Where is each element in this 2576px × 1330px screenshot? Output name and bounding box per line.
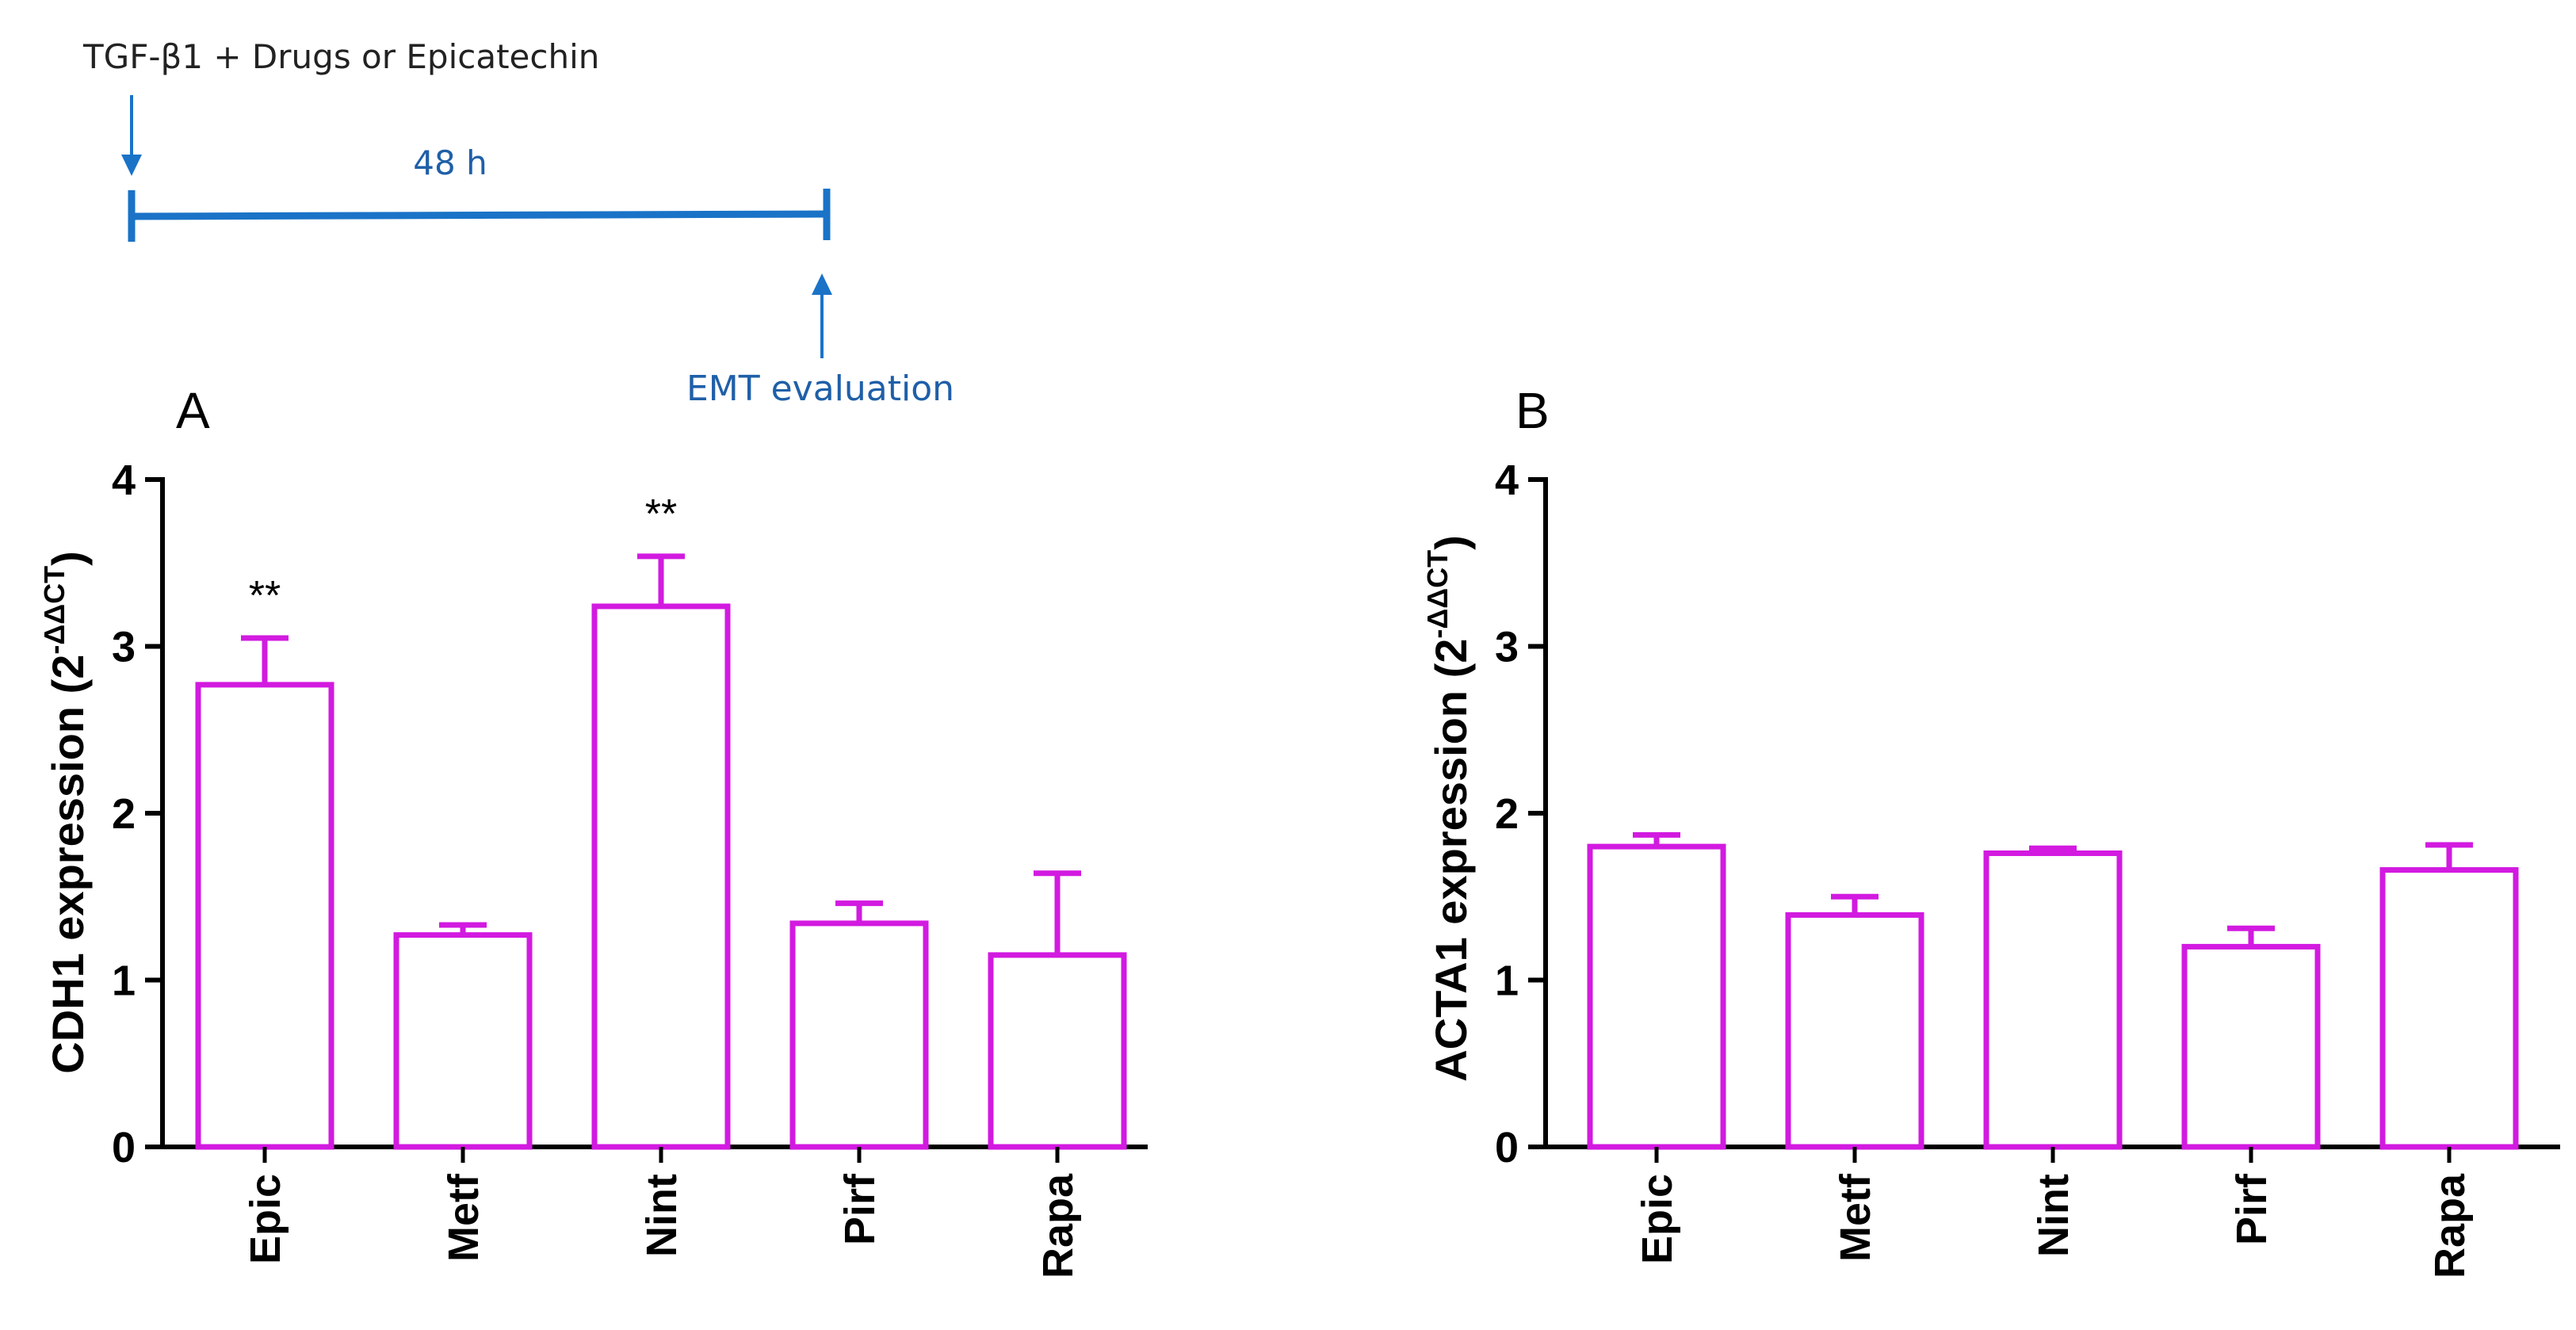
y-tick-label: 1 <box>1495 957 1519 1005</box>
bar <box>1587 843 1726 1150</box>
x-tick-label: Rapa <box>1034 1173 1082 1278</box>
x-tick-label: Metf <box>1832 1173 1879 1262</box>
x-tick-label: Nint <box>638 1174 686 1257</box>
y-tick-label: 1 <box>112 957 136 1005</box>
endpoint-arrowhead <box>812 273 832 295</box>
bar <box>988 952 1127 1150</box>
panel-label: A <box>176 382 210 439</box>
y-tick-label: 3 <box>112 624 136 671</box>
y-axis-label: ACTA1 expression (2-ΔΔCT) <box>1421 535 1476 1082</box>
bar <box>2181 943 2321 1150</box>
y-tick-label: 2 <box>1495 790 1519 838</box>
timeline-duration-label: 48 h <box>413 143 487 182</box>
panel-label: B <box>1515 382 1550 439</box>
x-tick-label: Rapa <box>2426 1173 2474 1278</box>
y-tick-label: 0 <box>1495 1124 1519 1171</box>
x-tick-label: Pirf <box>2228 1173 2276 1245</box>
y-tick-label: 2 <box>112 790 136 838</box>
y-axis-label: CDH1 expression (2-ΔΔCT) <box>38 551 93 1073</box>
y-tick-label: 4 <box>1495 457 1519 504</box>
chart-panel-a: A CDH1 expression (2-ΔΔCT) 0 1 2 3 4 Epic ** Me… <box>38 382 1148 1278</box>
y-tick-label: 0 <box>112 1124 136 1171</box>
x-tick-label: Metf <box>440 1173 487 1262</box>
bar <box>2379 867 2519 1150</box>
y-tick-label: 3 <box>1495 624 1519 671</box>
x-tick-label: Epic <box>242 1174 289 1264</box>
significance-label: ** <box>645 491 677 537</box>
timeline-bar <box>131 210 827 220</box>
timeline: TGF-β1 + Drugs or Epicatechin 48 h EMT e… <box>82 37 954 409</box>
chart-panel-b: B ACTA1 expression (2-ΔΔCT) 0 1 2 3 4 Epic Met… <box>1421 382 2560 1278</box>
y-tick-label: 4 <box>112 457 136 504</box>
bar <box>1785 912 1924 1150</box>
bar <box>789 920 929 1150</box>
treatment-start-arrowhead <box>121 155 142 176</box>
x-tick-label: Nint <box>2030 1174 2077 1257</box>
bar <box>591 603 731 1150</box>
bar <box>1983 850 2123 1150</box>
x-tick-label: Pirf <box>836 1173 884 1245</box>
significance-label: ** <box>249 573 281 619</box>
timeline-treatment-label: TGF-β1 + Drugs or Epicatechin <box>82 37 599 76</box>
bar <box>195 682 334 1150</box>
timeline-endpoint-label: EMT evaluation <box>686 369 954 409</box>
bar <box>393 932 533 1150</box>
x-tick-label: Epic <box>1634 1174 1681 1264</box>
